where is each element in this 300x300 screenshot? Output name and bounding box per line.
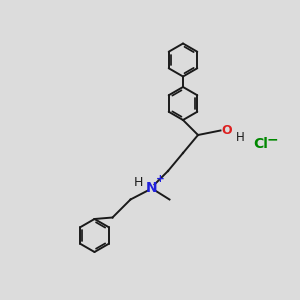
Text: N: N (146, 181, 157, 194)
Text: H: H (134, 176, 144, 190)
Text: −: − (266, 133, 278, 146)
Text: +: + (155, 174, 164, 184)
Text: O: O (222, 124, 232, 137)
Text: H: H (236, 130, 245, 144)
Text: Cl: Cl (254, 137, 268, 151)
